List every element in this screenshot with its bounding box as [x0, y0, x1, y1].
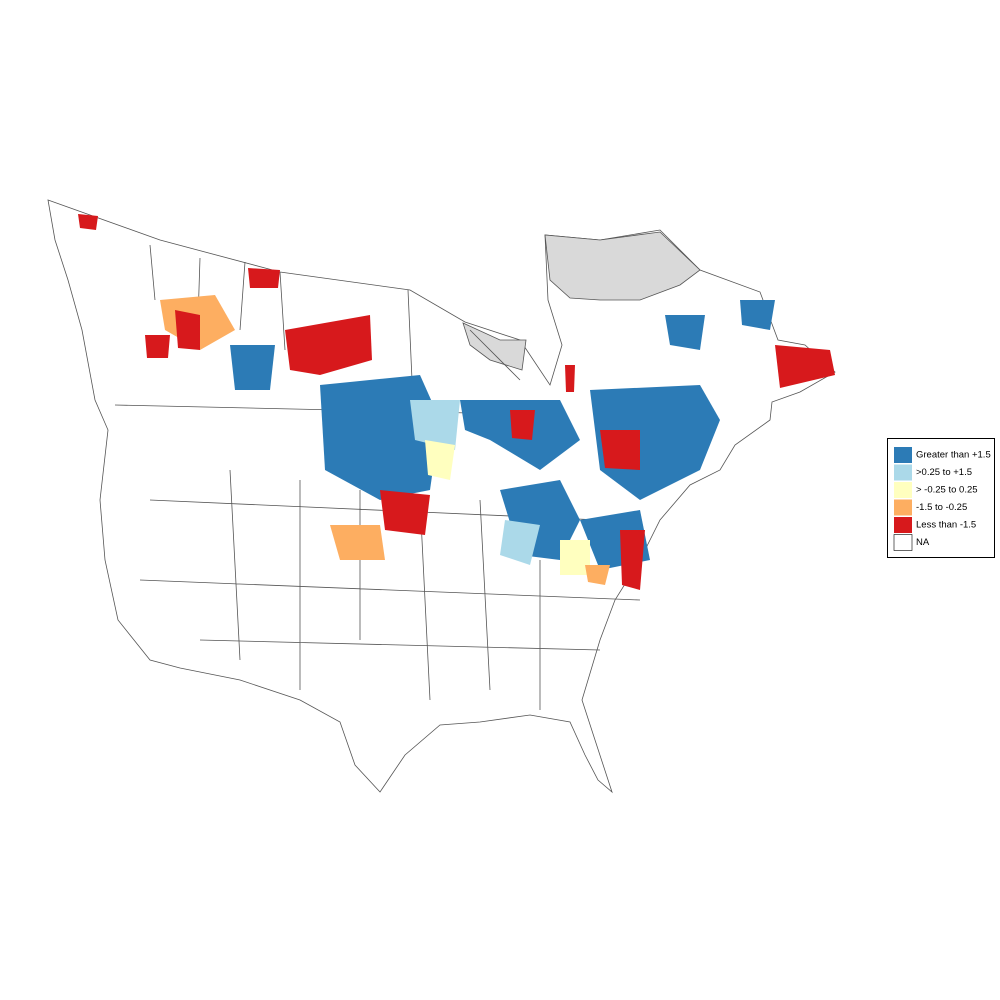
legend-label: >0.25 to +1.5 — [916, 467, 972, 478]
region — [175, 310, 200, 350]
legend-label: Less than -1.5 — [916, 520, 976, 531]
land — [47, 199, 836, 794]
region — [78, 214, 98, 230]
region — [620, 530, 645, 590]
na-region — [462, 322, 527, 371]
region — [500, 520, 540, 565]
legend-swatch — [894, 464, 912, 481]
legend-label: > -0.25 to 0.25 — [916, 485, 978, 496]
boundaries — [114, 244, 641, 710]
legend-swatch — [894, 499, 912, 516]
region — [600, 430, 640, 470]
region — [590, 385, 720, 500]
legend-swatch — [894, 517, 912, 533]
legend-label: NA — [916, 537, 930, 548]
region — [665, 315, 705, 350]
region — [585, 565, 610, 585]
region — [320, 375, 440, 500]
region — [740, 300, 775, 330]
region — [330, 525, 385, 560]
continent-outline — [47, 199, 836, 794]
region — [380, 490, 430, 535]
region — [425, 440, 455, 480]
legend-swatch — [893, 534, 913, 551]
legend-label: -1.5 to -0.25 — [916, 502, 967, 513]
region — [565, 365, 575, 392]
legend-label: Greater than +1.5 — [916, 450, 991, 461]
legend: Greater than +1.5 >0.25 to +1.5 > -0.25 to… — [887, 438, 995, 558]
legend-swatch — [894, 482, 912, 498]
region — [145, 335, 170, 358]
region — [510, 410, 535, 440]
na-region — [544, 231, 701, 301]
region — [248, 268, 280, 288]
region — [285, 315, 372, 375]
region — [775, 345, 835, 388]
region — [230, 345, 275, 390]
data-cells — [78, 214, 835, 590]
region — [560, 540, 590, 575]
region — [410, 400, 460, 450]
legend-swatch — [894, 447, 912, 463]
